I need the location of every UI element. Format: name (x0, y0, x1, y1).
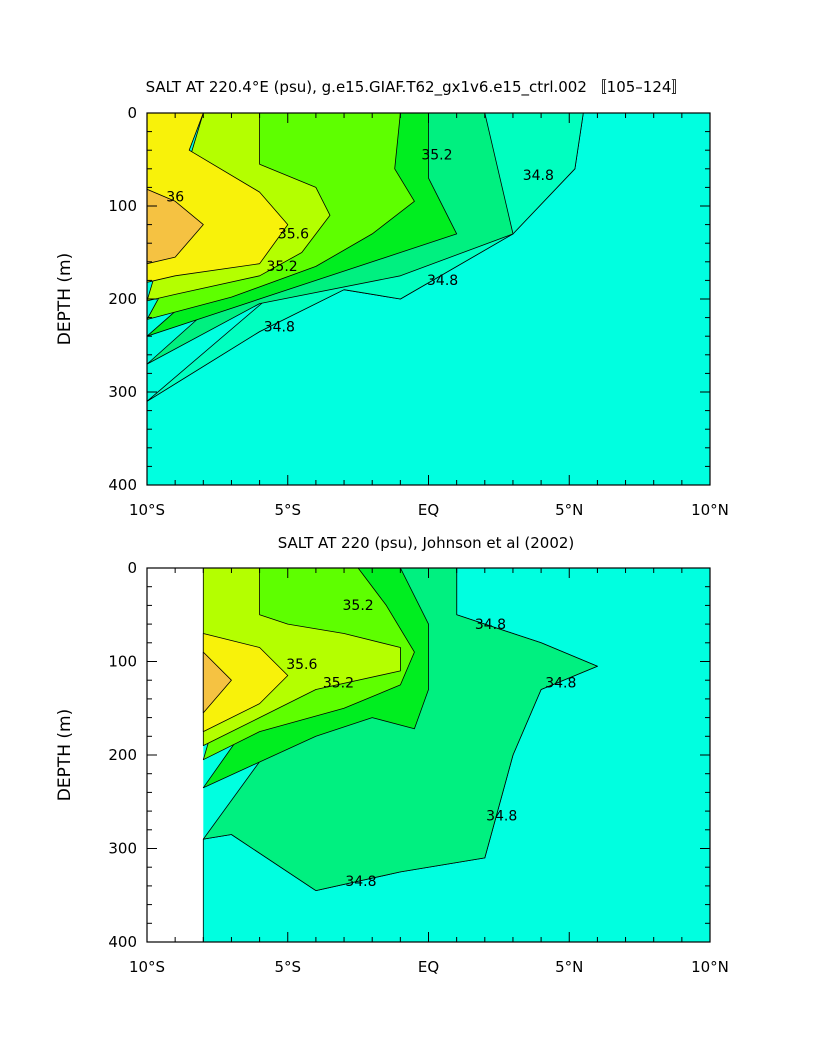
contour-label: 34.8 (486, 809, 517, 825)
panel-1-contour-fills (147, 113, 710, 485)
contour-label: 34.8 (523, 168, 554, 184)
contour-label: 35.2 (421, 148, 452, 164)
contour-label: 34.8 (545, 676, 576, 692)
contour-label: 34.8 (475, 617, 506, 633)
panel-2-title: SALT AT 220 (psu), Johnson et al (2002) (278, 534, 575, 552)
contour-band (202, 568, 598, 891)
panel-2-axes: 10°S 5°S EQ 5°N 10°N 0 100 200 300 400 (108, 559, 729, 976)
y-tick-label: 0 (127, 104, 137, 122)
contour-band (202, 651, 232, 714)
y-tick-label: 100 (108, 653, 137, 671)
y-tick-label: 200 (108, 290, 137, 308)
y-tick-label: 200 (108, 746, 137, 764)
panel-model: SALT AT 220.4°E (psu), g.e15.GIAF.T62_gx… (55, 78, 729, 519)
contour-label: 35.2 (267, 259, 298, 275)
contour-label: 34.8 (345, 874, 376, 890)
contour-band (147, 188, 204, 265)
y-tick-label: 400 (108, 476, 137, 494)
y-tick-label: 300 (108, 383, 137, 401)
panel-1-axes: 10°S 5°S EQ 5°N 10°N 0 100 200 300 400 (108, 104, 729, 519)
y-tick-label: 300 (108, 840, 137, 858)
panel-2-contour-labels: 35.2 35.6 35.2 34.8 34.8 34.8 34.8 (286, 598, 576, 890)
contour-label: 34.8 (264, 320, 295, 336)
panel-2-contour-fills (202, 568, 710, 942)
x-tick-label: 5°N (555, 958, 583, 976)
panel-1-title: SALT AT 220.4°E (psu), g.e15.GIAF.T62_gx… (146, 78, 687, 97)
contour-label: 35.2 (343, 598, 374, 614)
panel-observations: SALT AT 220 (psu), Johnson et al (2002) … (55, 534, 729, 976)
x-tick-label: 10°S (129, 958, 165, 976)
x-tick-label: 5°S (274, 501, 301, 519)
x-tick-label: EQ (418, 501, 439, 519)
panel-1-contour-labels: 36 35.6 35.2 34.8 35.2 34.8 34.8 (166, 148, 554, 336)
x-tick-label: 10°S (129, 501, 165, 519)
x-tick-label: 5°S (274, 958, 301, 976)
panel-2-ylabel: DEPTH (m) (55, 709, 75, 801)
x-tick-label: 10°N (691, 958, 729, 976)
contour-label: 35.2 (323, 676, 354, 692)
x-tick-label: 10°N (691, 501, 729, 519)
x-tick-label: EQ (418, 958, 439, 976)
contour-label: 35.6 (278, 227, 309, 243)
contour-band (202, 633, 289, 732)
y-tick-label: 100 (108, 197, 137, 215)
y-tick-label: 400 (108, 933, 137, 951)
panel-1-ylabel: DEPTH (m) (55, 253, 75, 345)
contour-label: 36 (166, 189, 184, 205)
contour-label: 35.6 (286, 657, 317, 673)
x-tick-label: 5°N (555, 501, 583, 519)
contour-label: 34.8 (427, 273, 458, 289)
y-tick-label: 0 (127, 559, 137, 577)
